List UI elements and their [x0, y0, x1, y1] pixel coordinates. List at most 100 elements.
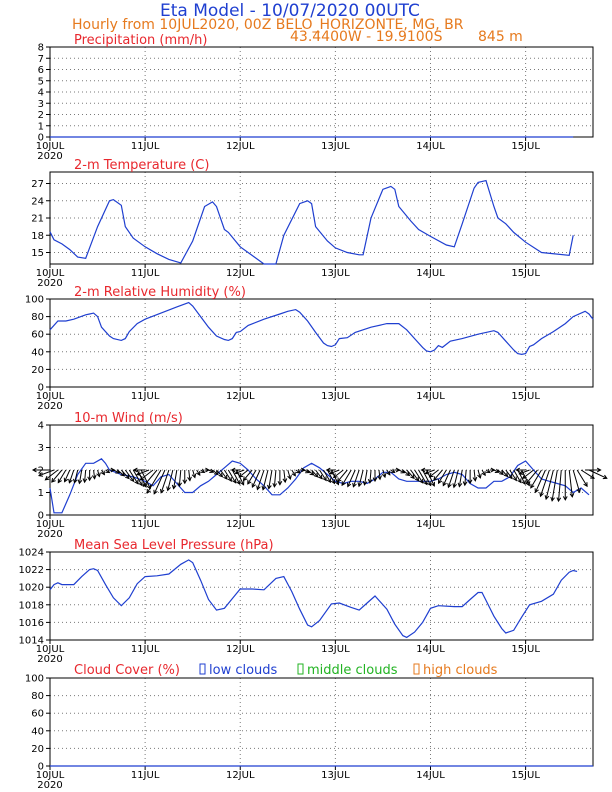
wind-arrow-head	[282, 478, 288, 484]
wind-arrow-head	[525, 479, 531, 484]
temperature-ytick-label: 18	[31, 231, 44, 242]
wind-arrow	[551, 469, 558, 501]
panel-mslp: 1014 1016 1018 1020 1022 1024 10JUL 11JUL 12JUL 1…	[19, 538, 594, 665]
wind-arrow-head	[562, 496, 568, 501]
wind-arrow-head	[251, 483, 256, 489]
wind-arrow	[347, 469, 356, 487]
wind-arrow	[315, 469, 323, 480]
wind-arrow	[337, 469, 348, 482]
precipitation-year-label: 2020	[37, 151, 62, 162]
wind-arrow	[406, 469, 415, 479]
wind-arrow-head	[209, 468, 215, 473]
wind-arrow	[113, 469, 120, 474]
wind-arrow-head	[277, 480, 283, 486]
wind-xtick-label: 13JUL	[321, 519, 350, 530]
wind-arrow	[453, 469, 459, 488]
wind-arrow-head	[534, 488, 539, 494]
wind-arrow-head	[427, 481, 432, 487]
wind-arrow	[153, 469, 166, 495]
precipitation-xtick-label: 14JUL	[416, 141, 445, 152]
wind-arrow-head	[521, 480, 526, 486]
temperature-xtick-label: 12JUL	[226, 268, 255, 279]
wind-arrow-head	[414, 476, 420, 482]
wind-arrow	[173, 469, 178, 489]
cloud-ytick-label: 20	[31, 744, 44, 755]
mslp-title: Mean Sea Level Pressure (hPa)	[74, 538, 274, 553]
wind-arrow-head	[472, 476, 478, 482]
wind-arrow-head	[247, 479, 252, 485]
wind-arrow-head	[182, 479, 188, 485]
wind-arrow-head	[569, 493, 575, 498]
wind-arrow	[477, 469, 481, 479]
wind-ytick-label: 2	[38, 466, 44, 477]
wind-arrow-head	[602, 474, 608, 480]
wind-arrow-head	[386, 470, 391, 476]
wind-xtick-label: 11JUL	[131, 519, 160, 530]
wind-arrow	[97, 469, 100, 477]
wind-arrow	[497, 469, 504, 475]
wind-arrow-head	[120, 471, 126, 477]
precipitation-frame	[49, 46, 594, 138]
mslp-ytick-label: 1020	[19, 583, 44, 594]
precipitation-title: Precipitation (mm/h)	[74, 33, 207, 48]
humidity-xtick-label: 12JUL	[226, 391, 255, 402]
wind-xtick-label: 14JUL	[416, 519, 445, 530]
wind-arrow-head	[485, 468, 491, 474]
wind-arrow	[140, 469, 154, 481]
wind-arrow-head	[377, 475, 382, 481]
wind-arrow-head	[136, 471, 142, 476]
wind-arrow-head	[525, 481, 530, 487]
wind-arrow	[572, 469, 581, 493]
wind-arrow-head	[583, 482, 588, 488]
station-coordinates: 43.4400W - 19.9100S	[290, 29, 443, 45]
wind-arrow-head	[57, 478, 62, 484]
wind-arrow-head	[87, 476, 93, 482]
wind-arrow-head	[230, 467, 236, 473]
wind-arrow-head	[467, 479, 473, 485]
wind-arrow-head	[296, 469, 301, 474]
mslp-year-label: 2020	[37, 654, 62, 665]
wind-arrow	[93, 469, 96, 479]
humidity-xtick-label: 11JUL	[131, 391, 160, 402]
wind-arrow-head	[82, 478, 88, 484]
wind-arrow	[167, 469, 174, 491]
humidity-ytick-label: 40	[31, 347, 44, 358]
wind-arrow-head	[330, 479, 336, 485]
humidity-ytick-label: 20	[31, 365, 44, 376]
precipitation-ytick-label: 1	[38, 121, 44, 132]
precipitation-ytick-label: 8	[38, 43, 44, 54]
cloud-ytick-label: 60	[31, 709, 44, 720]
humidity-year-label: 2020	[37, 401, 62, 412]
wind-arrow	[588, 469, 608, 479]
wind-arrow	[238, 469, 249, 478]
humidity-ytick-label: 80	[31, 312, 44, 323]
precipitation-ytick-label: 7	[38, 54, 44, 65]
precipitation-xtick-label: 10JUL	[36, 141, 65, 152]
humidity-title: 2-m Relative Humidity (%)	[74, 285, 246, 300]
wind-ytick-label: 4	[38, 421, 44, 432]
panel-temperature: 15 18 21 24 27 10JUL 11JUL 12JUL 13JUL 14JUL 15JUL…	[31, 158, 594, 289]
wind-arrow-head	[322, 476, 327, 482]
wind-arrow-head	[512, 476, 517, 482]
wind-arrow-head	[442, 481, 447, 487]
wind-arrow	[522, 469, 534, 479]
wind-arrow	[74, 469, 79, 483]
wind-arrow	[509, 469, 517, 481]
wind-arrow	[251, 469, 261, 488]
wind-arrow	[327, 469, 335, 484]
wind-arrow	[557, 469, 562, 502]
wind-arrow-head	[309, 471, 315, 476]
temperature-title: 2-m Temperature (C)	[74, 158, 209, 173]
wind-arrow-head	[462, 481, 468, 487]
mslp-ytick-label: 1024	[19, 548, 44, 559]
wind-arrow	[378, 469, 381, 480]
precipitation-ytick-label: 6	[38, 65, 44, 76]
wind-arrow-head	[196, 471, 201, 476]
wind-arrow-head	[503, 472, 509, 478]
wind-arrow	[38, 469, 55, 477]
wind-arrow-head	[362, 480, 368, 486]
wind-arrow-head	[256, 485, 261, 491]
temperature-frame	[49, 171, 594, 265]
wind-arrow-head	[223, 474, 228, 480]
wind-arrow-head	[313, 472, 319, 478]
